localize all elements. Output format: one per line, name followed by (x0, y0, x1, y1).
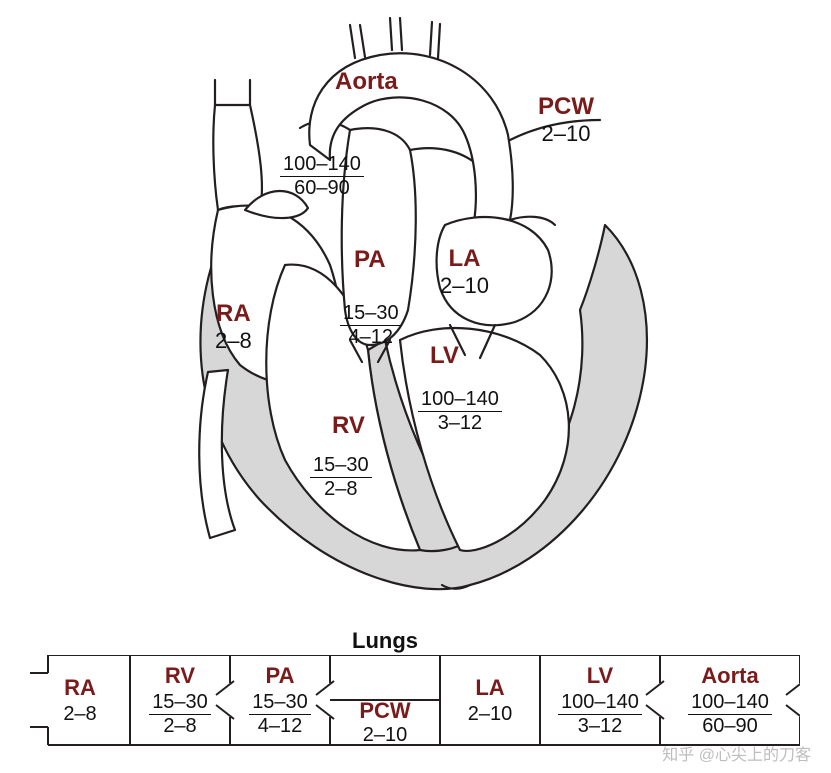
flow-cell-aorta: Aorta100–14060–90 (660, 655, 800, 745)
flow-cell-la: LA2–10 (440, 655, 540, 745)
flow-cell-rv: RV15–302–8 (130, 655, 230, 745)
watermark-text: 知乎 @心尖上的刀客 (662, 741, 811, 765)
page-root: Aorta PCW2–10 100–14060–90 PA LA2–10 15–304–1… (0, 0, 831, 773)
heart-frac-rv: 15–302–8 (310, 454, 372, 501)
heart-frac-aorta: 100–14060–90 (280, 153, 364, 200)
flow-cell-lv: LV100–1403–12 (540, 655, 660, 745)
flow-cell-pcw: PCW2–10 (330, 655, 440, 745)
heart-label-pcw: PCW2–10 (538, 93, 594, 147)
flow-lungs-label: Lungs (330, 629, 440, 653)
flow-diagram: LungsRA2–8RV15–302–8PA15–304–12PCW2–10LA… (30, 635, 800, 745)
heart-label-aorta: Aorta (335, 68, 398, 96)
heart-frac-pa: 15–304–12 (340, 302, 402, 349)
heart-label-la: LA2–10 (440, 245, 489, 299)
heart-label-lv: LV (430, 342, 459, 370)
heart-label-rv: RV (332, 412, 365, 440)
heart-label-ra: RA2–8 (215, 300, 252, 354)
flow-cell-pa: PA15–304–12 (230, 655, 330, 745)
heart-frac-lv: 100–1403–12 (418, 388, 502, 435)
flow-cell-ra: RA2–8 (30, 655, 130, 745)
heart-label-pa: PA (354, 246, 386, 274)
